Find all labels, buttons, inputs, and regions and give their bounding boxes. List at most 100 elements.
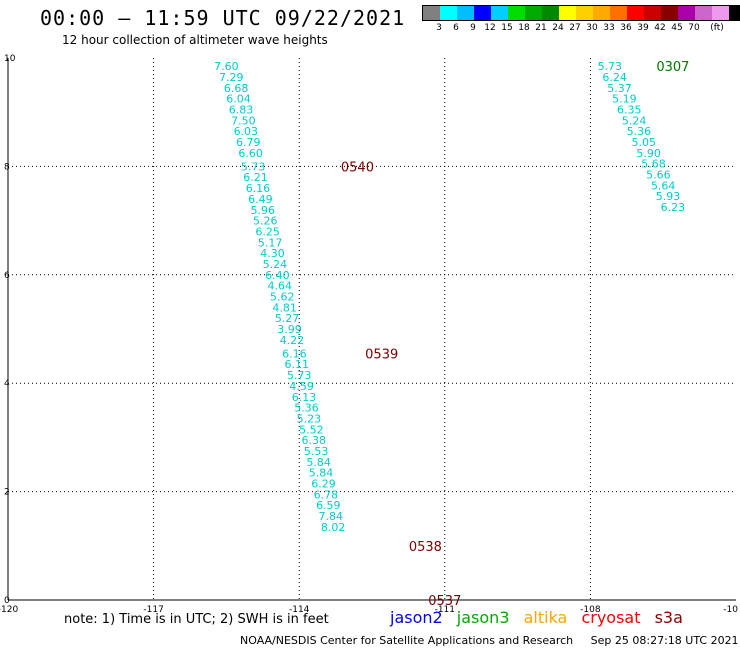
legend-label: 3: [436, 23, 442, 33]
swh-value: 6.16: [282, 347, 307, 360]
swh-value: 5.24: [622, 114, 647, 127]
legend-swatch: [593, 6, 610, 20]
chart-title: 00:00 – 11:59 UTC 09/22/2021: [40, 6, 406, 30]
credit-org: NOAA/NESDIS Center for Satellite Applica…: [240, 634, 574, 647]
y-axis-label: 6: [4, 271, 10, 281]
swh-value: 7.84: [318, 510, 343, 523]
footnote: note: 1) Time is in UTC; 2) SWH is in fe…: [64, 612, 329, 627]
y-axis-label: 10: [4, 54, 16, 64]
swh-value: 6.03: [234, 125, 259, 138]
pass-time-label: 0307: [656, 60, 689, 75]
map-grid: [8, 58, 736, 600]
legend-label: 15: [501, 23, 513, 33]
legend-label: 33: [603, 23, 615, 33]
swh-value: 6.59: [316, 499, 341, 512]
swh-value: 6.21: [243, 171, 268, 184]
sat-s3a: s3a: [654, 608, 683, 627]
legend-label: 21: [535, 23, 547, 33]
swh-value: 6.16: [246, 182, 271, 195]
sat-altika: altika: [523, 608, 568, 627]
y-axis-label: 8: [4, 162, 10, 172]
legend-swatch: [627, 6, 644, 20]
legend-swatch: [491, 6, 508, 20]
swh-value: 6.29: [311, 477, 336, 490]
swh-value: 6.40: [265, 269, 290, 282]
swh-value: 6.78: [314, 488, 339, 501]
legend-label: 12: [484, 23, 496, 33]
x-axis-label: -10: [723, 605, 738, 615]
swh-value: 5.36: [294, 402, 319, 415]
swh-value: 6.35: [617, 103, 642, 116]
swh-value: 5.68: [641, 158, 666, 171]
swh-value: 6.38: [302, 434, 327, 447]
swh-value: 6.23: [661, 201, 686, 214]
x-axis-label: -120: [0, 605, 18, 615]
swh-value: 5.66: [646, 169, 671, 182]
x-axis-label: -111: [435, 605, 455, 615]
swh-value: 7.50: [231, 114, 256, 127]
x-axis-label: -108: [580, 605, 601, 615]
swh-value: 6.04: [226, 93, 251, 106]
swh-value: 6.24: [602, 71, 627, 84]
map-frame: [7, 58, 736, 601]
swh-value: 5.23: [297, 412, 322, 425]
swh-value: 6.11: [285, 358, 310, 371]
legend-swatch: [474, 6, 491, 20]
swh-value: 5.24: [263, 258, 288, 271]
legend-label: 70: [688, 23, 700, 33]
swh-value: 5.73: [287, 369, 312, 382]
swh-value: 5.05: [632, 136, 657, 149]
swh-value: 4.81: [272, 301, 297, 314]
swh-value: 5.62: [270, 290, 295, 303]
legend-label: 18: [518, 23, 530, 33]
sat-jason2: jason2: [390, 608, 443, 627]
y-axis-label: 4: [4, 379, 10, 389]
sat-cryosat: cryosat: [581, 608, 641, 627]
swh-value: 3.99: [277, 323, 302, 336]
color-legend: 3 6 9 12 15 18 21 24 27 30 33 36 39 42 45 70 (ft): [422, 5, 740, 37]
legend-swatches: [422, 5, 740, 21]
legend-swatch: [457, 6, 474, 20]
swh-value: 5.64: [651, 179, 676, 192]
x-axis-label: -117: [143, 605, 163, 615]
legend-label: 9: [470, 23, 476, 33]
swh-value: 5.96: [251, 204, 276, 217]
swh-value: 6.79: [236, 136, 261, 149]
legend-swatch: [695, 6, 712, 20]
satellite-legend: jason2 jason3 altika cryosat s3a: [390, 608, 692, 627]
swh-value: 5.37: [607, 82, 632, 95]
swh-value: 5.73: [598, 60, 623, 73]
swh-values: 7.607.296.686.046.837.506.036.796.605.73…: [214, 60, 685, 534]
legend-swatch: [644, 6, 661, 20]
legend-swatch: [525, 6, 542, 20]
x-axis-label: -114: [289, 605, 310, 615]
y-axis-labels: 10 8 6 4 2 0: [4, 54, 16, 606]
swh-value: 4.30: [260, 247, 285, 260]
legend-labels: 3 6 9 12 15 18 21 24 27 30 33 36 39 42 45 70 (ft): [422, 23, 740, 37]
swh-value: 5.52: [299, 423, 324, 436]
legend-swatch: [440, 6, 457, 20]
swh-value: 6.13: [292, 391, 317, 404]
swh-value: 5.36: [627, 125, 652, 138]
legend-label: 36: [620, 23, 632, 33]
y-axis-label: 0: [4, 596, 10, 606]
pass-time-label: 0539: [365, 347, 398, 362]
swh-value: 6.68: [224, 82, 249, 95]
swh-value: 5.84: [309, 467, 334, 480]
pass-times: 0540 0539 0538 0537 0307: [341, 60, 690, 609]
legend-swatch: [423, 6, 440, 20]
swh-value: 6.83: [229, 103, 254, 116]
swh-value: 6.25: [255, 225, 280, 238]
sat-jason3: jason3: [456, 608, 510, 627]
swh-value: 8.02: [321, 521, 346, 534]
x-axis-labels: -120 -117 -114 -111 -108 -10: [0, 605, 738, 615]
legend-swatch: [576, 6, 593, 20]
legend-swatch: [729, 6, 740, 20]
chart-subtitle: 12 hour collection of altimeter wave hei…: [62, 33, 328, 47]
swh-value: 5.19: [612, 93, 637, 106]
swh-value: 4.59: [289, 380, 314, 393]
legend-swatch: [508, 6, 525, 20]
credit-timestamp: Sep 25 08:27:18 UTC 2021: [590, 634, 739, 647]
swh-value: 7.29: [219, 71, 244, 84]
